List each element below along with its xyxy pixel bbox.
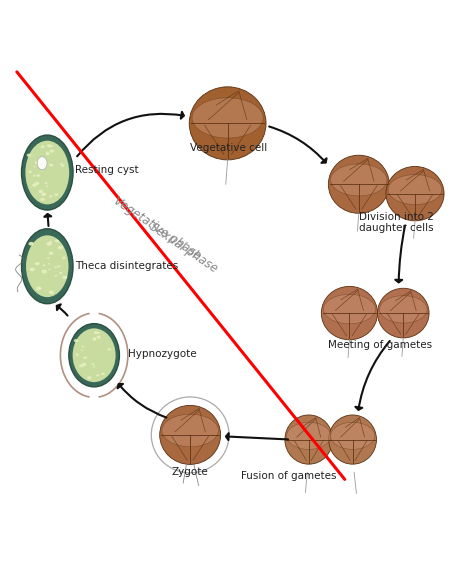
- Ellipse shape: [46, 151, 49, 154]
- Ellipse shape: [96, 374, 99, 377]
- Text: Division into 2
daughter cells: Division into 2 daughter cells: [359, 212, 434, 234]
- Ellipse shape: [41, 145, 45, 148]
- Ellipse shape: [69, 324, 119, 387]
- Ellipse shape: [74, 339, 78, 342]
- Ellipse shape: [42, 270, 47, 273]
- Ellipse shape: [37, 157, 47, 170]
- Ellipse shape: [36, 287, 41, 290]
- Ellipse shape: [43, 265, 45, 266]
- Text: Theca disintegrates: Theca disintegrates: [75, 261, 179, 271]
- Ellipse shape: [49, 164, 53, 166]
- Text: Meeting of gametes: Meeting of gametes: [328, 340, 432, 350]
- Ellipse shape: [55, 239, 59, 242]
- Ellipse shape: [57, 265, 60, 267]
- Ellipse shape: [47, 144, 52, 147]
- Ellipse shape: [55, 275, 57, 276]
- Ellipse shape: [35, 182, 39, 185]
- Ellipse shape: [28, 242, 34, 246]
- Ellipse shape: [62, 256, 66, 259]
- Ellipse shape: [192, 98, 263, 138]
- Ellipse shape: [35, 162, 38, 164]
- Ellipse shape: [287, 422, 331, 450]
- Ellipse shape: [48, 269, 50, 270]
- Ellipse shape: [62, 276, 67, 279]
- Ellipse shape: [33, 175, 36, 177]
- Ellipse shape: [36, 174, 40, 177]
- Ellipse shape: [108, 348, 111, 350]
- Ellipse shape: [45, 182, 47, 184]
- Ellipse shape: [101, 373, 105, 375]
- Ellipse shape: [81, 349, 83, 351]
- Ellipse shape: [34, 166, 36, 167]
- Ellipse shape: [32, 183, 37, 187]
- Text: Vegetative cell: Vegetative cell: [190, 142, 267, 153]
- Text: Fusion of gametes: Fusion of gametes: [241, 471, 336, 481]
- Ellipse shape: [21, 135, 73, 210]
- Ellipse shape: [83, 356, 87, 359]
- Ellipse shape: [21, 229, 73, 304]
- Ellipse shape: [160, 405, 220, 464]
- Ellipse shape: [75, 353, 79, 356]
- Ellipse shape: [55, 266, 57, 268]
- Ellipse shape: [59, 272, 62, 274]
- Ellipse shape: [328, 155, 389, 213]
- Ellipse shape: [50, 150, 54, 152]
- Text: Zygote: Zygote: [172, 467, 209, 477]
- Ellipse shape: [41, 193, 46, 196]
- Ellipse shape: [28, 171, 32, 173]
- Ellipse shape: [93, 366, 95, 367]
- Ellipse shape: [55, 239, 57, 241]
- Text: Hypnozygote: Hypnozygote: [128, 349, 197, 359]
- Ellipse shape: [330, 422, 374, 450]
- Ellipse shape: [328, 415, 376, 464]
- Ellipse shape: [40, 198, 45, 201]
- Ellipse shape: [26, 235, 69, 297]
- Ellipse shape: [93, 337, 96, 339]
- Ellipse shape: [35, 262, 40, 265]
- Ellipse shape: [380, 296, 427, 323]
- Ellipse shape: [285, 415, 333, 464]
- Ellipse shape: [50, 145, 53, 147]
- Ellipse shape: [91, 363, 94, 365]
- Ellipse shape: [49, 195, 53, 197]
- Ellipse shape: [46, 242, 52, 246]
- Ellipse shape: [30, 267, 35, 271]
- Ellipse shape: [82, 363, 86, 366]
- Ellipse shape: [321, 286, 377, 340]
- Ellipse shape: [49, 252, 54, 255]
- Ellipse shape: [60, 163, 63, 165]
- Ellipse shape: [46, 152, 50, 155]
- Text: Resting cyst: Resting cyst: [75, 165, 139, 175]
- Ellipse shape: [162, 414, 219, 447]
- Ellipse shape: [27, 154, 31, 157]
- Ellipse shape: [189, 87, 266, 160]
- Ellipse shape: [58, 246, 63, 249]
- Ellipse shape: [92, 338, 97, 341]
- Ellipse shape: [38, 190, 43, 193]
- Ellipse shape: [388, 175, 442, 204]
- Ellipse shape: [97, 336, 101, 339]
- Ellipse shape: [97, 332, 100, 334]
- Ellipse shape: [94, 331, 98, 334]
- Ellipse shape: [47, 257, 50, 259]
- Ellipse shape: [331, 164, 387, 196]
- Ellipse shape: [48, 263, 50, 265]
- Ellipse shape: [46, 186, 48, 187]
- Ellipse shape: [323, 294, 375, 324]
- Ellipse shape: [26, 141, 69, 204]
- Ellipse shape: [35, 161, 37, 163]
- Ellipse shape: [61, 164, 64, 167]
- Ellipse shape: [50, 241, 52, 242]
- Ellipse shape: [79, 364, 84, 367]
- Text: Sexual phase: Sexual phase: [146, 220, 219, 275]
- Ellipse shape: [82, 346, 84, 347]
- Ellipse shape: [73, 328, 116, 382]
- Ellipse shape: [386, 166, 444, 221]
- Ellipse shape: [377, 288, 429, 338]
- Text: Vegetative phase: Vegetative phase: [111, 194, 203, 263]
- Ellipse shape: [49, 290, 54, 294]
- Ellipse shape: [87, 376, 91, 380]
- Ellipse shape: [55, 193, 58, 196]
